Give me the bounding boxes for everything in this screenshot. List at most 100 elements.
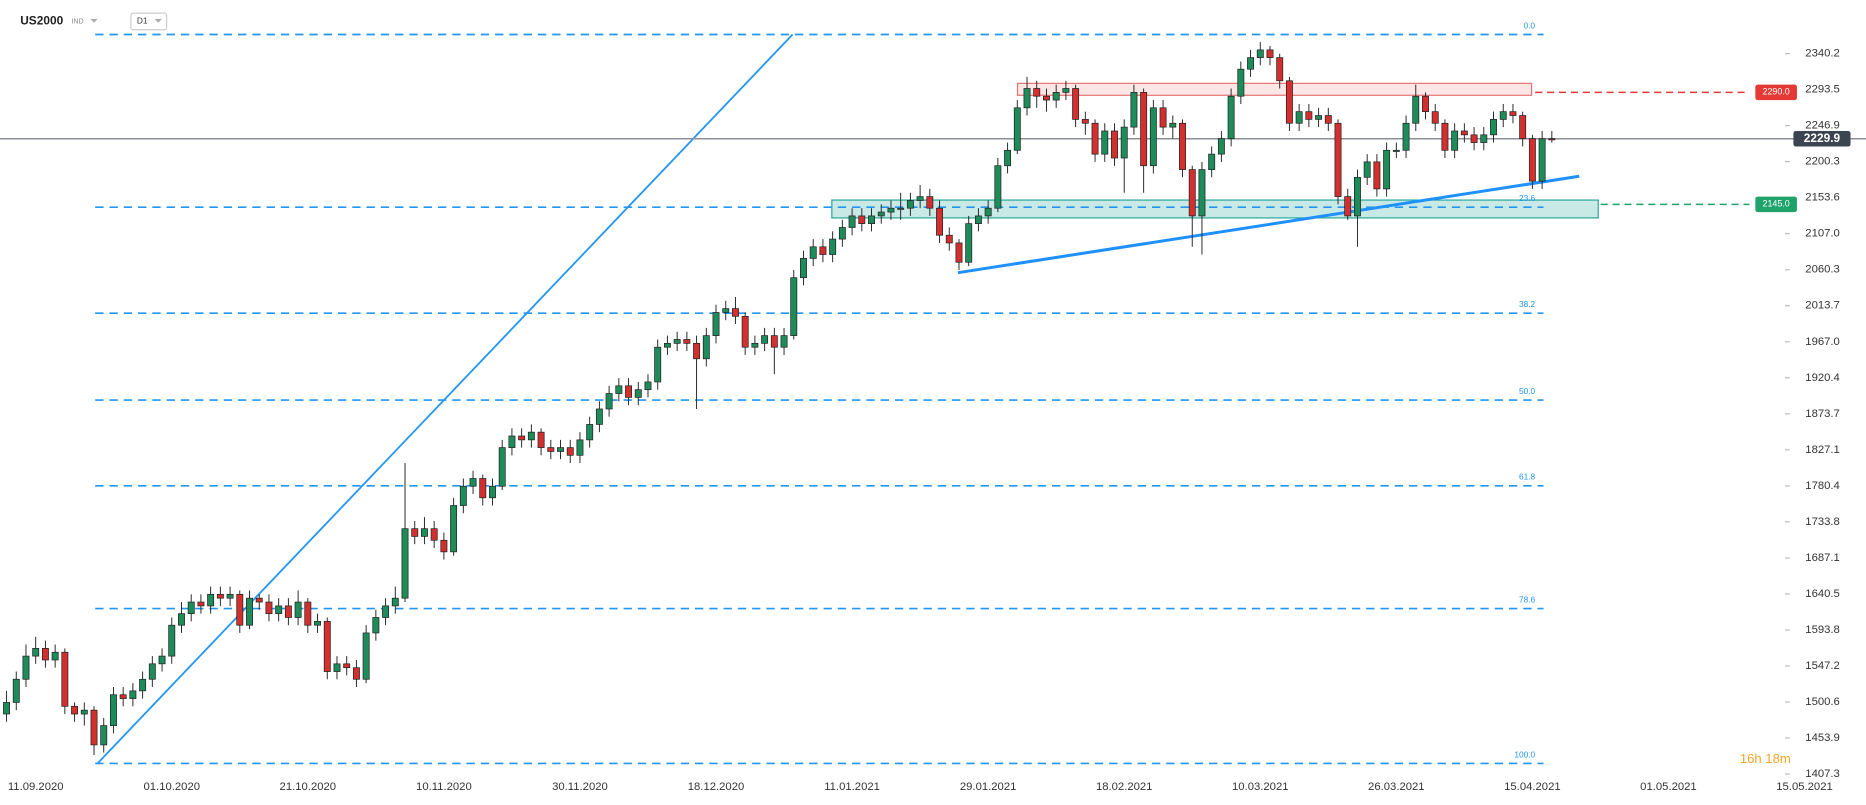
fib-label: 61.8 <box>1519 472 1536 482</box>
candle-body <box>391 597 399 607</box>
x-tick-label: 10.03.2021 <box>1232 781 1289 793</box>
candle-body <box>1023 88 1031 109</box>
candle-body <box>673 339 681 344</box>
candle-body <box>663 342 671 348</box>
candle-body <box>51 651 59 661</box>
candle-body <box>236 593 244 626</box>
candle-body <box>566 447 574 456</box>
candle-body <box>1460 130 1468 136</box>
candle-body <box>1140 92 1148 167</box>
candle-body <box>1276 57 1284 82</box>
candle-body <box>178 613 185 626</box>
candle-body <box>595 408 603 425</box>
candle-body <box>343 663 351 669</box>
candle-body <box>1490 119 1497 136</box>
candle-body <box>246 597 253 626</box>
candle-body <box>1285 80 1293 124</box>
candle-body <box>780 335 788 348</box>
x-tick-label: 11.09.2020 <box>8 781 64 793</box>
candle-body <box>430 528 438 541</box>
y-tick-label: 1733.8 <box>1805 516 1840 528</box>
candle-body <box>265 601 273 614</box>
trendline <box>96 33 794 764</box>
candle-body <box>1237 68 1245 97</box>
candle-body <box>702 335 710 360</box>
candle-body <box>1441 122 1449 151</box>
x-tick-label: 01.10.2020 <box>144 781 201 793</box>
candle-body <box>1412 95 1420 124</box>
candle-body <box>1295 111 1303 124</box>
candle-body <box>1392 149 1400 152</box>
candle-body <box>1149 107 1157 167</box>
candle-body <box>838 227 846 240</box>
price-label-box <box>1793 131 1851 147</box>
candle-body <box>1383 149 1391 190</box>
candle-body <box>508 435 516 448</box>
candle-body <box>489 485 496 499</box>
trendline <box>957 174 1580 275</box>
x-tick-label: 29.01.2021 <box>960 781 1017 793</box>
candle-body <box>1470 134 1478 143</box>
candle-body <box>1043 95 1050 101</box>
candle-body <box>3 702 10 715</box>
y-tick-label: 2246.9 <box>1805 120 1840 132</box>
candle-body <box>1004 149 1012 167</box>
y-tick-label: 1500.6 <box>1805 696 1840 708</box>
candle-body <box>1334 122 1342 197</box>
candle-body <box>498 447 506 487</box>
x-tick-label: 01.05.2021 <box>1640 781 1697 793</box>
candle-body <box>1499 111 1507 120</box>
y-tick-label: 1920.4 <box>1805 372 1840 384</box>
candle-body <box>1179 122 1186 170</box>
candle-body <box>110 694 117 726</box>
candle-body <box>994 165 1002 209</box>
candle-body <box>1256 49 1264 58</box>
x-tick-label: 15.04.2021 <box>1504 781 1561 793</box>
candle-body <box>897 207 905 210</box>
x-tick-label: 30.11.2020 <box>552 781 608 793</box>
candle-body <box>450 505 458 553</box>
candle-body <box>294 601 302 618</box>
candle-body <box>1188 169 1196 217</box>
symbol[interactable]: US2000 <box>20 14 63 28</box>
candle-body <box>1422 95 1429 113</box>
candle-body <box>877 211 885 217</box>
price-label-box <box>1755 196 1797 213</box>
candle-body <box>207 593 215 607</box>
x-tick-label: 11.01.2021 <box>824 781 880 793</box>
candle-body <box>1431 111 1439 124</box>
candle-body <box>1198 169 1206 217</box>
candle-body <box>100 725 108 746</box>
candle-body <box>537 431 545 448</box>
interval-box[interactable] <box>130 12 168 31</box>
candle-body <box>1548 138 1556 141</box>
dropdown-arrow[interactable] <box>154 19 162 23</box>
y-tick-label: 2060.3 <box>1805 264 1840 276</box>
candle-body <box>576 439 584 456</box>
candle-body <box>148 663 156 680</box>
candle-body <box>926 196 934 209</box>
candle-body <box>479 478 487 499</box>
candle-body <box>216 593 224 599</box>
candle-body <box>547 447 555 452</box>
y-tick-label: 1640.5 <box>1805 588 1840 600</box>
y-tick-label: 1593.8 <box>1805 624 1840 636</box>
interval[interactable]: D1 <box>137 16 148 26</box>
dropdown-arrow[interactable] <box>90 19 98 23</box>
candle-body <box>683 339 691 344</box>
y-tick-label: 1687.1 <box>1805 552 1840 564</box>
candle-body <box>61 651 69 707</box>
x-tick-label: 18.02.2021 <box>1096 781 1153 793</box>
candle-body <box>1081 119 1089 124</box>
candle-body <box>654 346 662 383</box>
candle-body <box>518 435 526 441</box>
candle-body <box>634 389 642 398</box>
candle-body <box>1315 115 1323 120</box>
candle-body <box>790 277 798 336</box>
resistance-zone <box>1016 82 1533 96</box>
price-label: 2290.0 <box>1763 87 1790 97</box>
fib-label: 23.6 <box>1519 193 1536 203</box>
candle-body <box>1519 115 1527 140</box>
candle-body <box>1344 196 1352 217</box>
